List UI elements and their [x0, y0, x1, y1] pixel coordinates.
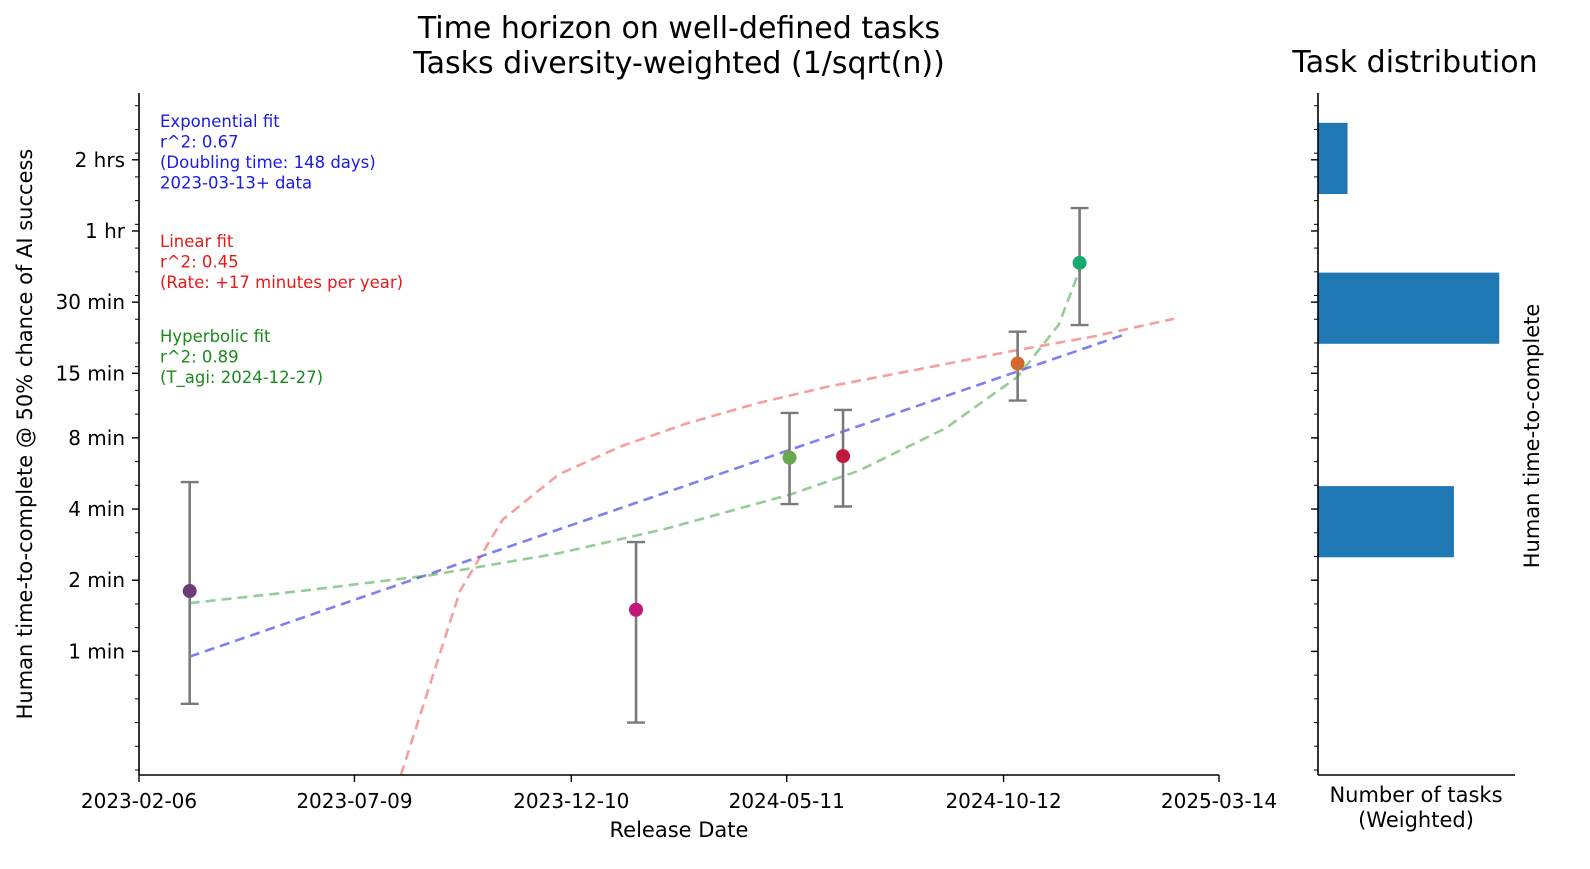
data-point-group [627, 540, 646, 724]
data-point-group [1008, 330, 1027, 402]
chart-title-line: Time horizon on well-defined tasks [417, 11, 940, 46]
x-axis-label: Release Date [610, 818, 749, 842]
data-point-group [180, 480, 199, 706]
chart-title-line: Tasks diversity-weighted (1/sqrt(n)) [412, 46, 945, 81]
task-distribution-chart: Task distribution Number of tasks(Weighte… [1291, 45, 1544, 832]
side-y-axis-label: Human time-to-complete [1520, 304, 1544, 569]
fit-line-hyperbolic-fit [189, 269, 1081, 605]
y-axis-label: Human time-to-complete @ 50% chance of A… [13, 149, 37, 720]
side-x-axis-label-line: Number of tasks [1329, 783, 1502, 807]
x-tick-label: 2024-05-11 [729, 789, 845, 813]
fit-annotation-line: Exponential fit [160, 112, 280, 131]
y-tick-label: 15 min [55, 361, 125, 385]
fit-annotation-line: Linear fit [160, 232, 234, 251]
data-point-group [1070, 206, 1089, 327]
side-chart-title: Task distribution [1291, 45, 1537, 80]
x-tick-label: 2023-07-09 [296, 789, 412, 813]
fit-annotation-line: Hyperbolic fit [160, 327, 271, 346]
y-tick-label: 2 min [68, 568, 125, 592]
fit-annotation-line: (Doubling time: 148 days) [160, 153, 376, 172]
data-point-group [780, 411, 799, 506]
histogram-bar [1318, 272, 1500, 344]
fit-lines [189, 269, 1175, 775]
y-tick-label: 1 hr [85, 219, 126, 243]
data-point [1072, 255, 1087, 270]
data-point [1010, 356, 1025, 371]
y-tick-label: 4 min [68, 497, 125, 521]
side-x-axis-label-line: (Weighted) [1358, 808, 1474, 832]
y-tick-label: 8 min [68, 426, 125, 450]
data-point [836, 449, 851, 464]
histogram-bar [1318, 486, 1454, 558]
data-point [629, 602, 644, 617]
fit-line-exponential-fit [189, 332, 1127, 658]
data-point-group [834, 408, 853, 508]
main-chart: Time horizon on well-defined tasksTasks … [13, 11, 1277, 842]
data-point [182, 584, 197, 599]
fit-annotation-line: (T_agi: 2024-12-27) [160, 368, 323, 388]
data-point [782, 450, 797, 465]
x-tick-label: 2023-12-10 [513, 789, 629, 813]
y-tick-label: 30 min [55, 290, 125, 314]
x-tick-label: 2023-02-06 [81, 789, 197, 813]
histogram-bar [1318, 122, 1348, 195]
x-tick-label: 2025-03-14 [1161, 789, 1277, 813]
y-tick-label: 2 hrs [75, 148, 125, 172]
fit-annotation-line: 2023-03-13+ data [160, 174, 312, 193]
fit-annotation-line: r^2: 0.45 [160, 253, 239, 272]
fit-line-linear-fit [399, 317, 1175, 775]
fit-annotation-line: r^2: 0.67 [160, 133, 239, 152]
fit-annotation-line: (Rate: +17 minutes per year) [160, 273, 403, 292]
y-tick-label: 1 min [68, 639, 125, 663]
fit-annotation-line: r^2: 0.89 [160, 348, 239, 367]
x-tick-label: 2024-10-12 [945, 789, 1061, 813]
